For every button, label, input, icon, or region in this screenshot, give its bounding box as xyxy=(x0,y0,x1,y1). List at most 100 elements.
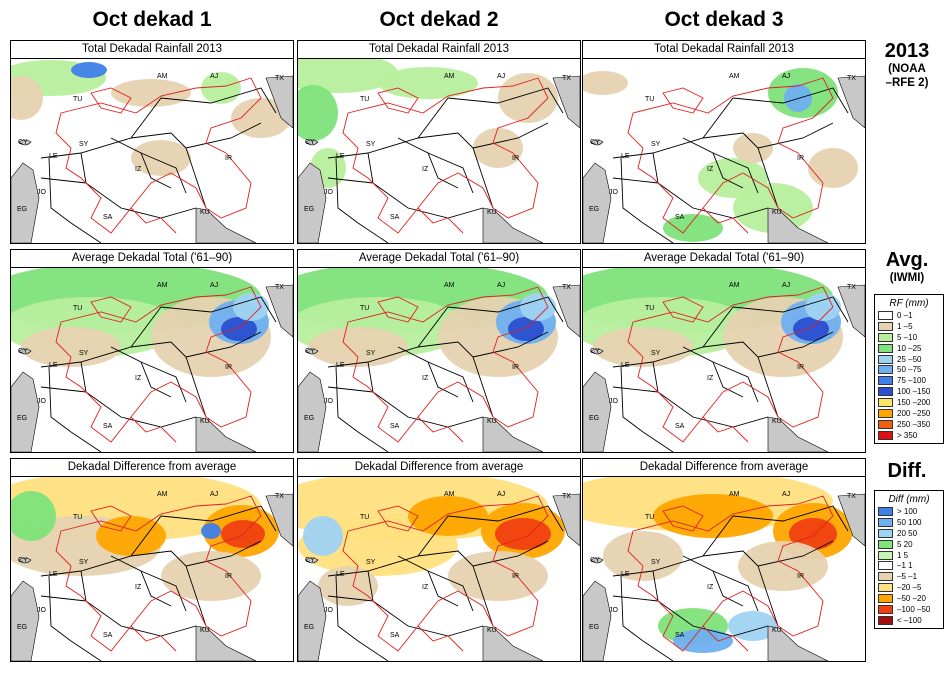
sea-area xyxy=(482,625,544,661)
panel-title: Total Dekadal Rainfall 2013 xyxy=(583,41,865,59)
precip-area xyxy=(378,67,478,99)
sea-area xyxy=(18,557,32,564)
country-label-le: LE xyxy=(49,571,58,578)
diff-legend-swatch xyxy=(878,517,893,527)
country-label-le: LE xyxy=(336,571,345,578)
region-outline xyxy=(130,625,177,652)
map-panel-r2-c1: Average Dekadal Total ('61–90) AM AJ TX TU SY… xyxy=(10,249,294,453)
country-label-le: LE xyxy=(49,153,58,160)
diff-legend-swatch xyxy=(878,572,893,582)
country-label-cy: CY xyxy=(18,139,28,146)
diff-legend-entries: > 100 50 100 20 50 5 20 1 5 –1 1 –5 –1 –20 –5 –5… xyxy=(878,506,940,626)
rf-legend-entry: 1 –5 xyxy=(878,321,940,332)
diff-legend-swatch xyxy=(878,539,893,549)
country-label-le: LE xyxy=(621,153,630,160)
country-label-jo: JO xyxy=(37,189,47,196)
country-label-aj: AJ xyxy=(497,282,505,289)
rf-legend-entry: 10 –25 xyxy=(878,343,940,354)
country-label-aj: AJ xyxy=(782,73,790,80)
precip-area xyxy=(583,71,628,95)
side-title-diff-main: Diff. xyxy=(887,460,927,482)
rf-legend-swatch xyxy=(878,419,893,429)
country-border xyxy=(130,306,162,348)
country-label-sy: SY xyxy=(79,559,89,566)
rf-legend-swatch xyxy=(878,321,893,331)
country-label-eg: EG xyxy=(304,415,314,422)
country-border xyxy=(757,122,834,149)
country-label-jo: JO xyxy=(609,189,619,196)
precip-area xyxy=(233,293,269,321)
precip-area xyxy=(111,79,191,107)
country-border xyxy=(110,555,172,607)
map-panel-r3-c3: Dekadal Difference from average AM AJ TX TU S… xyxy=(582,458,866,662)
country-label-ir: IR xyxy=(797,573,804,580)
region-outline xyxy=(55,77,262,234)
precip-area xyxy=(71,62,107,78)
diff-legend-swatch xyxy=(878,506,893,516)
country-label-iz: IZ xyxy=(422,375,429,382)
rf-legend-entry: 200 –250 xyxy=(878,408,940,419)
country-label-sa: SA xyxy=(103,214,113,221)
sea-area xyxy=(18,139,32,146)
country-label-tu: TU xyxy=(645,96,654,103)
country-label-ku: KU xyxy=(487,418,497,425)
region-map: AM AJ TX TU SY IR CY LE JO IZ EG SA KU xyxy=(11,60,293,243)
country-label-ir: IR xyxy=(225,573,232,580)
diff-legend-swatch xyxy=(878,528,893,538)
country-label-iz: IZ xyxy=(422,584,429,591)
country-label-cy: CY xyxy=(590,348,600,355)
region-map: AM AJ TX TU SY IR CY LE JO IZ EG SA KU xyxy=(583,68,865,243)
country-border xyxy=(472,122,549,149)
rf-legend-swatch xyxy=(878,376,893,386)
sea-area xyxy=(583,580,612,661)
precip-area xyxy=(11,76,43,120)
rf-legend-label: 200 –250 xyxy=(897,408,931,418)
country-border xyxy=(732,296,849,323)
country-label-tu: TU xyxy=(73,305,82,312)
country-border xyxy=(70,640,102,661)
region-map: AM AJ TX TU SY IR CY LE JO IZ EG SA KU xyxy=(298,267,580,452)
country-label-cy: CY xyxy=(305,348,315,355)
precip-area xyxy=(303,516,343,556)
country-border xyxy=(327,386,374,393)
diff-legend-swatch xyxy=(878,604,893,614)
precip-area xyxy=(473,128,523,168)
rf-legend: RF (mm) 0 –1 1 –5 5 –10 10 –25 25 –50 50 –75 7… xyxy=(874,294,944,444)
country-label-iz: IZ xyxy=(707,584,714,591)
country-label-ku: KU xyxy=(772,627,782,634)
country-label-tx: TX xyxy=(562,75,571,82)
country-border xyxy=(682,346,744,398)
sea-area xyxy=(298,162,327,243)
diff-legend: Diff (mm) > 100 50 100 20 50 5 20 1 5 –1 1 –5 … xyxy=(874,490,944,629)
country-border xyxy=(185,331,262,358)
country-label-tu: TU xyxy=(73,514,82,521)
precip-area xyxy=(201,72,241,104)
country-border xyxy=(130,97,162,139)
diff-legend-title: Diff (mm) xyxy=(888,494,930,505)
country-label-aj: AJ xyxy=(782,282,790,289)
country-label-tx: TX xyxy=(847,75,856,82)
region-outline xyxy=(702,625,749,652)
country-label-sa: SA xyxy=(390,423,400,430)
precip-area xyxy=(784,84,812,112)
rf-legend-label: 250 –350 xyxy=(897,419,931,429)
diff-legend-entry: –20 –5 xyxy=(878,582,940,593)
country-border xyxy=(185,122,262,149)
region-map: AM AJ TX TU SY IR CY LE JO IZ EG SA KU xyxy=(583,267,865,452)
precip-area xyxy=(738,541,828,591)
region-outline xyxy=(627,286,834,443)
precip-area xyxy=(520,293,556,321)
rf-legend-label: 0 –1 xyxy=(897,310,913,320)
country-label-eg: EG xyxy=(589,206,599,213)
sea-area xyxy=(482,207,544,243)
country-label-sa: SA xyxy=(675,632,685,639)
precip-area xyxy=(663,214,723,242)
country-border xyxy=(48,366,72,433)
precip-area xyxy=(308,327,408,367)
country-border xyxy=(335,575,359,642)
country-label-cy: CY xyxy=(18,348,28,355)
diff-legend-entry: 50 100 xyxy=(878,517,940,528)
sea-area xyxy=(837,284,865,338)
sea-area xyxy=(590,557,604,564)
country-label-ir: IR xyxy=(797,155,804,162)
